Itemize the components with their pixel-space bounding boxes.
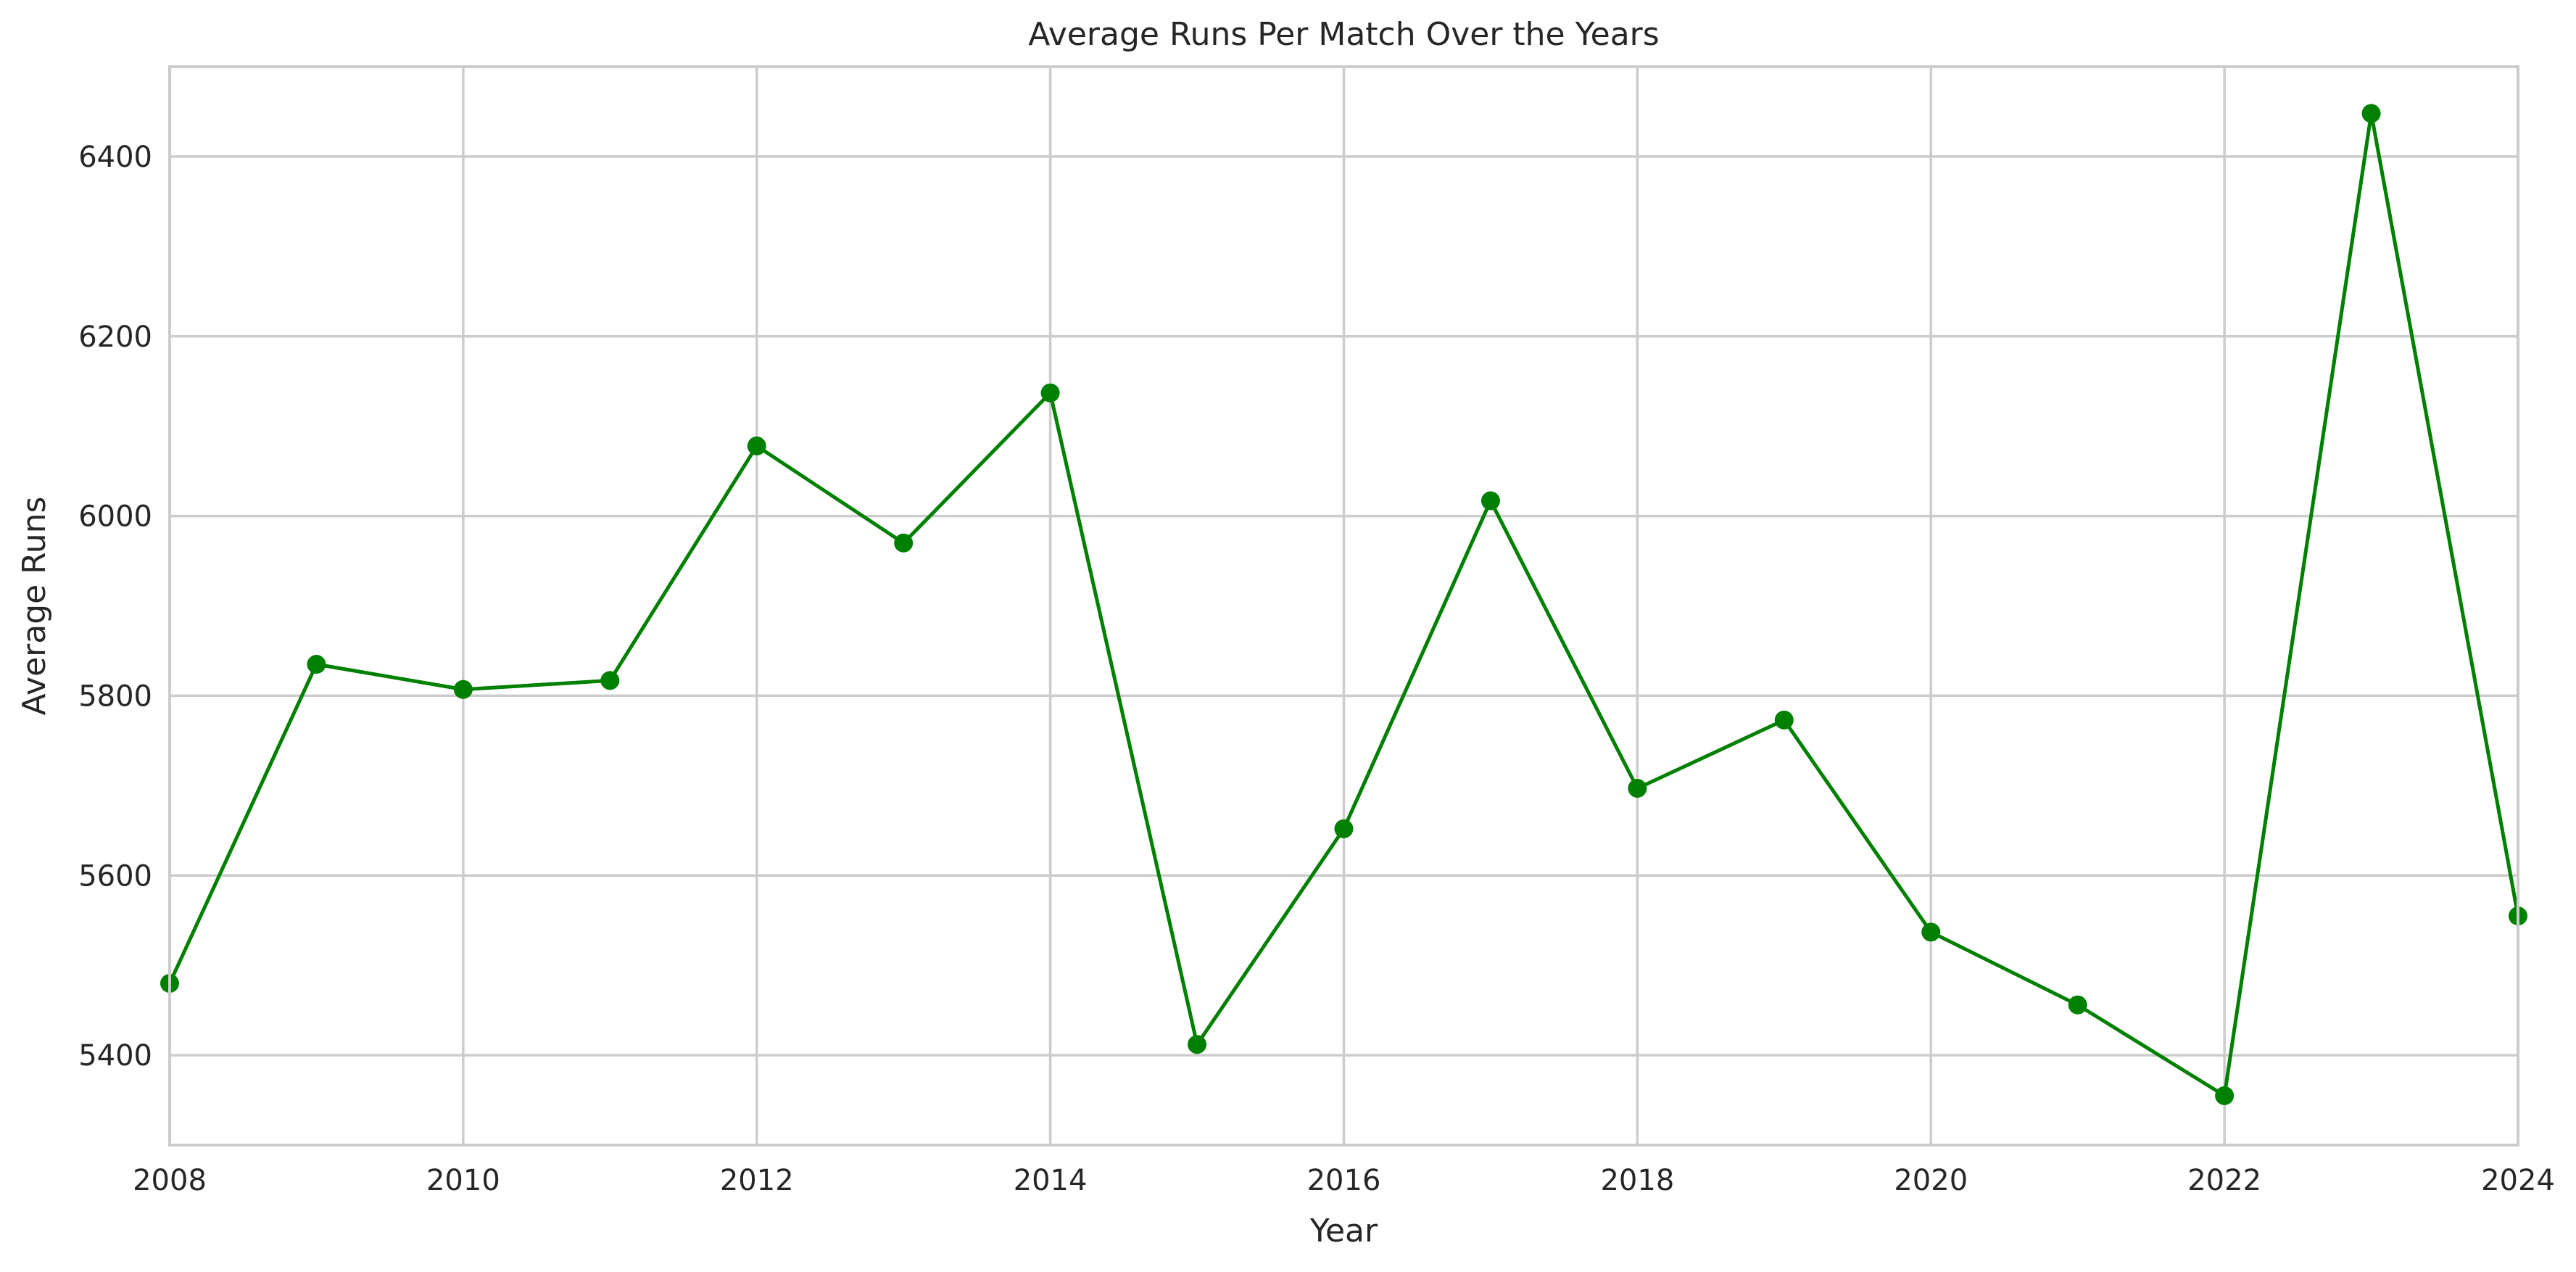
data-point-2020 [1921,922,1941,942]
y-tick-label-6400: 6400 [78,141,152,174]
data-point-2013 [894,533,914,553]
x-tick-label-2022: 2022 [2187,1164,2261,1197]
plot-frame [168,65,2519,1147]
data-point-2017 [1480,491,1500,511]
y-tick-label-6000: 6000 [78,500,152,534]
x-tick-label-2018: 2018 [1600,1164,1674,1197]
data-point-2009 [307,655,326,674]
data-point-2010 [453,680,473,699]
gridlines [168,67,2519,1145]
y-tick-label-5800: 5800 [78,680,152,713]
x-tick-label-2008: 2008 [133,1164,207,1197]
y-tick-label-6200: 6200 [78,321,152,354]
x-axis-label: Year [1309,1213,1378,1250]
x-tick-label-2012: 2012 [720,1164,794,1197]
data-point-2022 [2215,1086,2235,1105]
chart-title: Average Runs Per Match Over the Years [1028,16,1659,53]
data-point-2012 [747,436,766,455]
data-point-2023 [2361,104,2381,123]
x-tick-label-2010: 2010 [426,1164,500,1197]
data-point-2011 [600,671,620,690]
data-point-2021 [2068,995,2087,1015]
data-point-2016 [1334,819,1354,838]
x-tick-labels: 2008 2010 2012 2014 2016 2018 2020 2022 2024 [133,1164,2555,1197]
y-axis-label: Average Runs [16,497,53,716]
x-tick-label-2020: 2020 [1894,1164,1968,1197]
y-tick-label-5600: 5600 [78,859,152,893]
data-point-2015 [1188,1035,1207,1054]
x-tick-label-2014: 2014 [1014,1164,1088,1197]
y-tick-label-5400: 5400 [78,1039,152,1073]
x-tick-label-2016: 2016 [1307,1164,1381,1197]
data-point-2014 [1040,383,1060,402]
x-tick-label-2024: 2024 [2481,1164,2555,1197]
data-point-2019 [1774,710,1794,730]
y-tick-labels: 5400 5600 5800 6000 6200 6400 [78,141,152,1073]
data-point-2018 [1628,779,1647,798]
series-layer [160,104,2527,1105]
